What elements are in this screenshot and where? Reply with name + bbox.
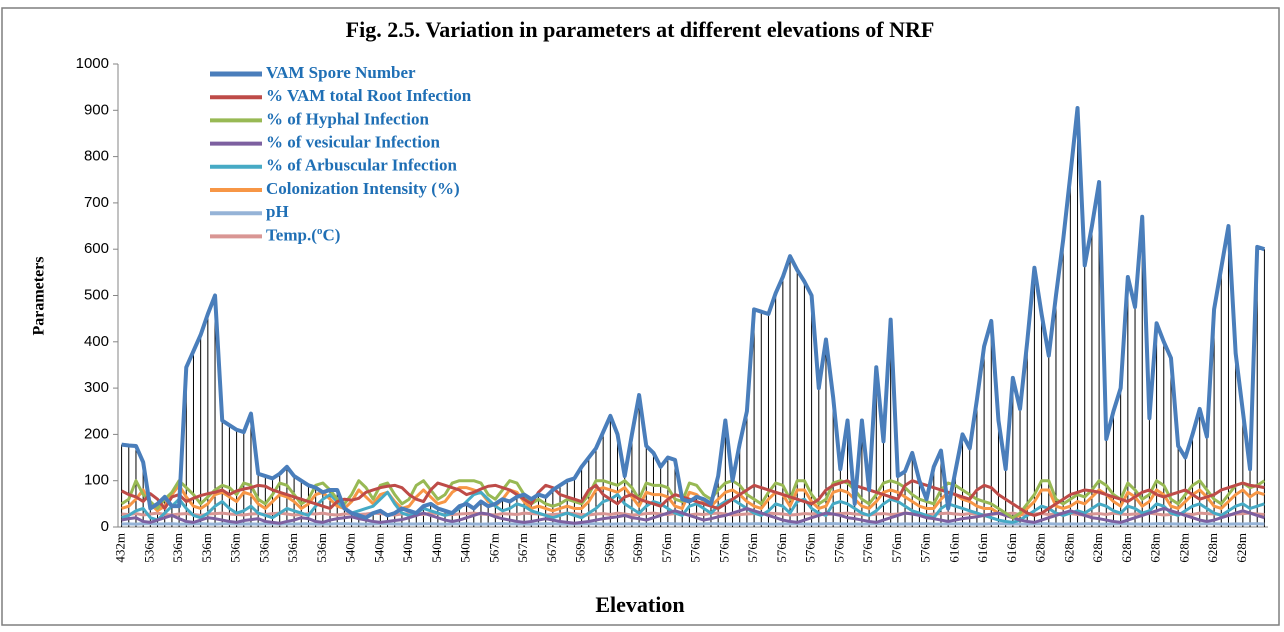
x-tick-label: 540m	[371, 533, 386, 563]
x-tick-label: 536m	[141, 533, 156, 563]
x-tick-label: 540m	[343, 533, 358, 563]
y-tick-label: 100	[84, 472, 109, 489]
y-tick-label: 400	[84, 333, 109, 350]
y-tick-label: 900	[84, 101, 109, 118]
x-tick-label: 536m	[256, 533, 271, 563]
y-tick-label: 0	[101, 518, 109, 535]
x-tick-label: 540m	[429, 533, 444, 563]
series-line	[121, 522, 1265, 526]
x-axis-label: Elevation	[595, 592, 684, 617]
x-tick-label: 616m	[975, 533, 990, 563]
x-tick-label: 628m	[1061, 533, 1076, 563]
series-line	[121, 105, 1266, 520]
legend-label: % of Arbuscular Infection	[266, 156, 457, 175]
x-tick-label: 576m	[831, 533, 846, 563]
x-tick-label: 628m	[1176, 533, 1191, 563]
y-tick-label: 500	[84, 286, 109, 303]
legend-label: % VAM total Root Infection	[266, 86, 472, 105]
y-tick-label: 700	[84, 194, 109, 211]
x-tick-label: 576m	[889, 533, 904, 563]
x-tick-label: 576m	[716, 533, 731, 563]
x-tick-label: 569m	[630, 533, 645, 563]
x-tick-label: 540m	[400, 533, 415, 563]
x-tick-label: 536m	[314, 533, 329, 563]
y-tick-label: 1000	[76, 55, 109, 72]
x-tick-label: 576m	[860, 533, 875, 563]
series-line	[121, 506, 1265, 525]
x-tick-label: 628m	[1205, 533, 1220, 563]
x-tick-label: 628m	[1090, 533, 1105, 563]
series-line	[121, 483, 1265, 520]
legend-label: Temp.(ºC)	[266, 225, 340, 244]
x-tick-label: 536m	[228, 533, 243, 563]
x-tick-label: 567m	[486, 533, 501, 563]
legend-label: pH	[266, 202, 289, 221]
x-tick-label: 536m	[170, 533, 185, 563]
x-tick-label: 576m	[774, 533, 789, 563]
chart-frame	[1, 7, 1280, 626]
x-tick-label: 536m	[199, 533, 214, 563]
y-tick-label: 800	[84, 148, 109, 165]
y-tick-label: 200	[84, 425, 109, 442]
x-tick-label: 576m	[803, 533, 818, 563]
x-tick-label: 628m	[1033, 533, 1048, 563]
x-tick-label: 628m	[1119, 533, 1134, 563]
x-tick-label: 540m	[458, 533, 473, 563]
x-tick-label: 576m	[659, 533, 674, 563]
series-line	[120, 479, 1266, 520]
x-tick-label: 576m	[688, 533, 703, 563]
x-tick-label: 536m	[285, 533, 300, 563]
legend-label: VAM Spore Number	[266, 63, 416, 82]
legend: VAM Spore Number % VAM total Root Infecti…	[210, 63, 472, 244]
x-tick-label: 432m	[113, 533, 128, 563]
series-line	[121, 511, 1265, 517]
legend-label: % of vesicular Infection	[266, 133, 440, 152]
y-tick-label: 600	[84, 240, 109, 257]
x-tick-label: 567m	[544, 533, 559, 563]
series-group	[120, 105, 1266, 527]
y-axis-label: Parameters	[31, 256, 48, 335]
x-tick-label: 616m	[946, 533, 961, 563]
x-tick-label: 569m	[573, 533, 588, 563]
x-tick-label: 616m	[1004, 533, 1019, 563]
x-tick-label: 576m	[745, 533, 760, 563]
x-tick-label: 628m	[1148, 533, 1163, 563]
chart-title: Fig. 2.5. Variation in parameters at dif…	[346, 17, 935, 42]
x-tick-label: 567m	[515, 533, 530, 563]
x-tick-label: 628m	[1234, 533, 1249, 563]
x-tick-label: 569m	[601, 533, 616, 563]
x-tick-label: 576m	[918, 533, 933, 563]
y-tick-label: 300	[84, 379, 109, 396]
legend-label: % of Hyphal Infection	[266, 109, 429, 128]
legend-label: Colonization Intensity (%)	[266, 179, 460, 198]
